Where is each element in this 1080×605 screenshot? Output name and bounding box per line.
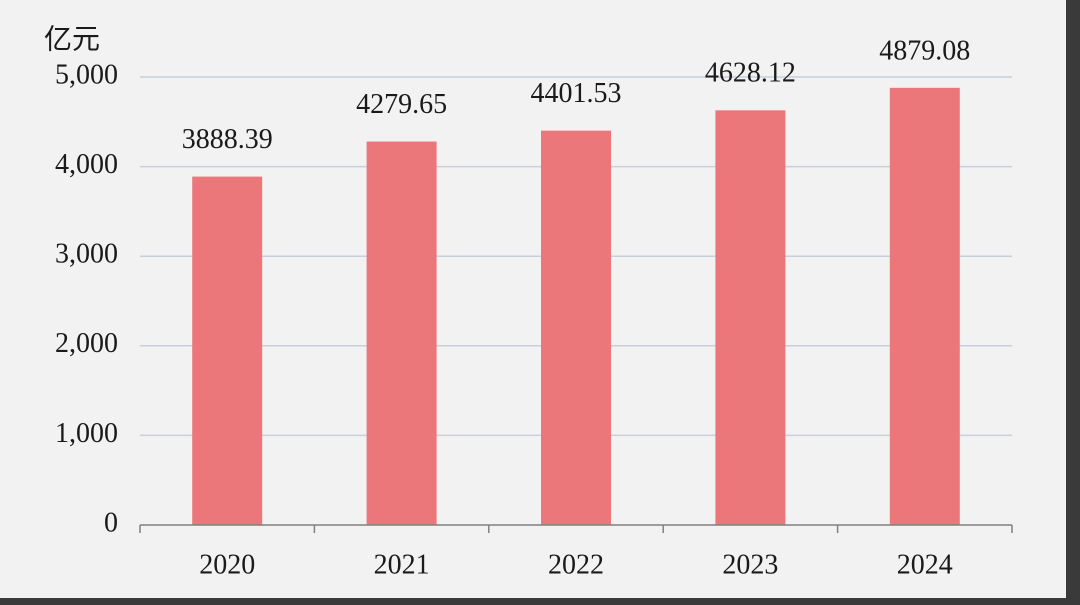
x-tick-label: 2023 bbox=[722, 549, 778, 580]
x-tick-label: 2024 bbox=[897, 549, 953, 580]
y-tick-label: 0 bbox=[104, 507, 118, 538]
edge bbox=[0, 598, 1080, 605]
edge bbox=[1066, 0, 1080, 605]
x-tick-label: 2020 bbox=[199, 549, 255, 580]
value-label: 4401.53 bbox=[531, 78, 622, 109]
bar bbox=[715, 110, 786, 526]
y-tick-label: 4,000 bbox=[55, 149, 118, 180]
bar bbox=[541, 130, 611, 525]
value-label: 3888.39 bbox=[182, 124, 273, 155]
x-tick-label: 2021 bbox=[374, 549, 430, 580]
value-label: 4279.65 bbox=[356, 89, 447, 120]
bar bbox=[366, 141, 437, 525]
y-axis-label: 亿元 bbox=[44, 23, 100, 55]
y-tick-label: 3,000 bbox=[55, 239, 118, 270]
bar bbox=[192, 176, 263, 525]
bar bbox=[889, 87, 960, 525]
y-tick-label: 2,000 bbox=[55, 328, 118, 359]
y-tick-label: 5,000 bbox=[55, 59, 118, 90]
value-label: 4628.12 bbox=[705, 58, 796, 89]
y-tick-label: 1,000 bbox=[55, 418, 118, 449]
value-label: 4879.08 bbox=[879, 35, 970, 66]
x-tick-label: 2022 bbox=[548, 549, 604, 580]
